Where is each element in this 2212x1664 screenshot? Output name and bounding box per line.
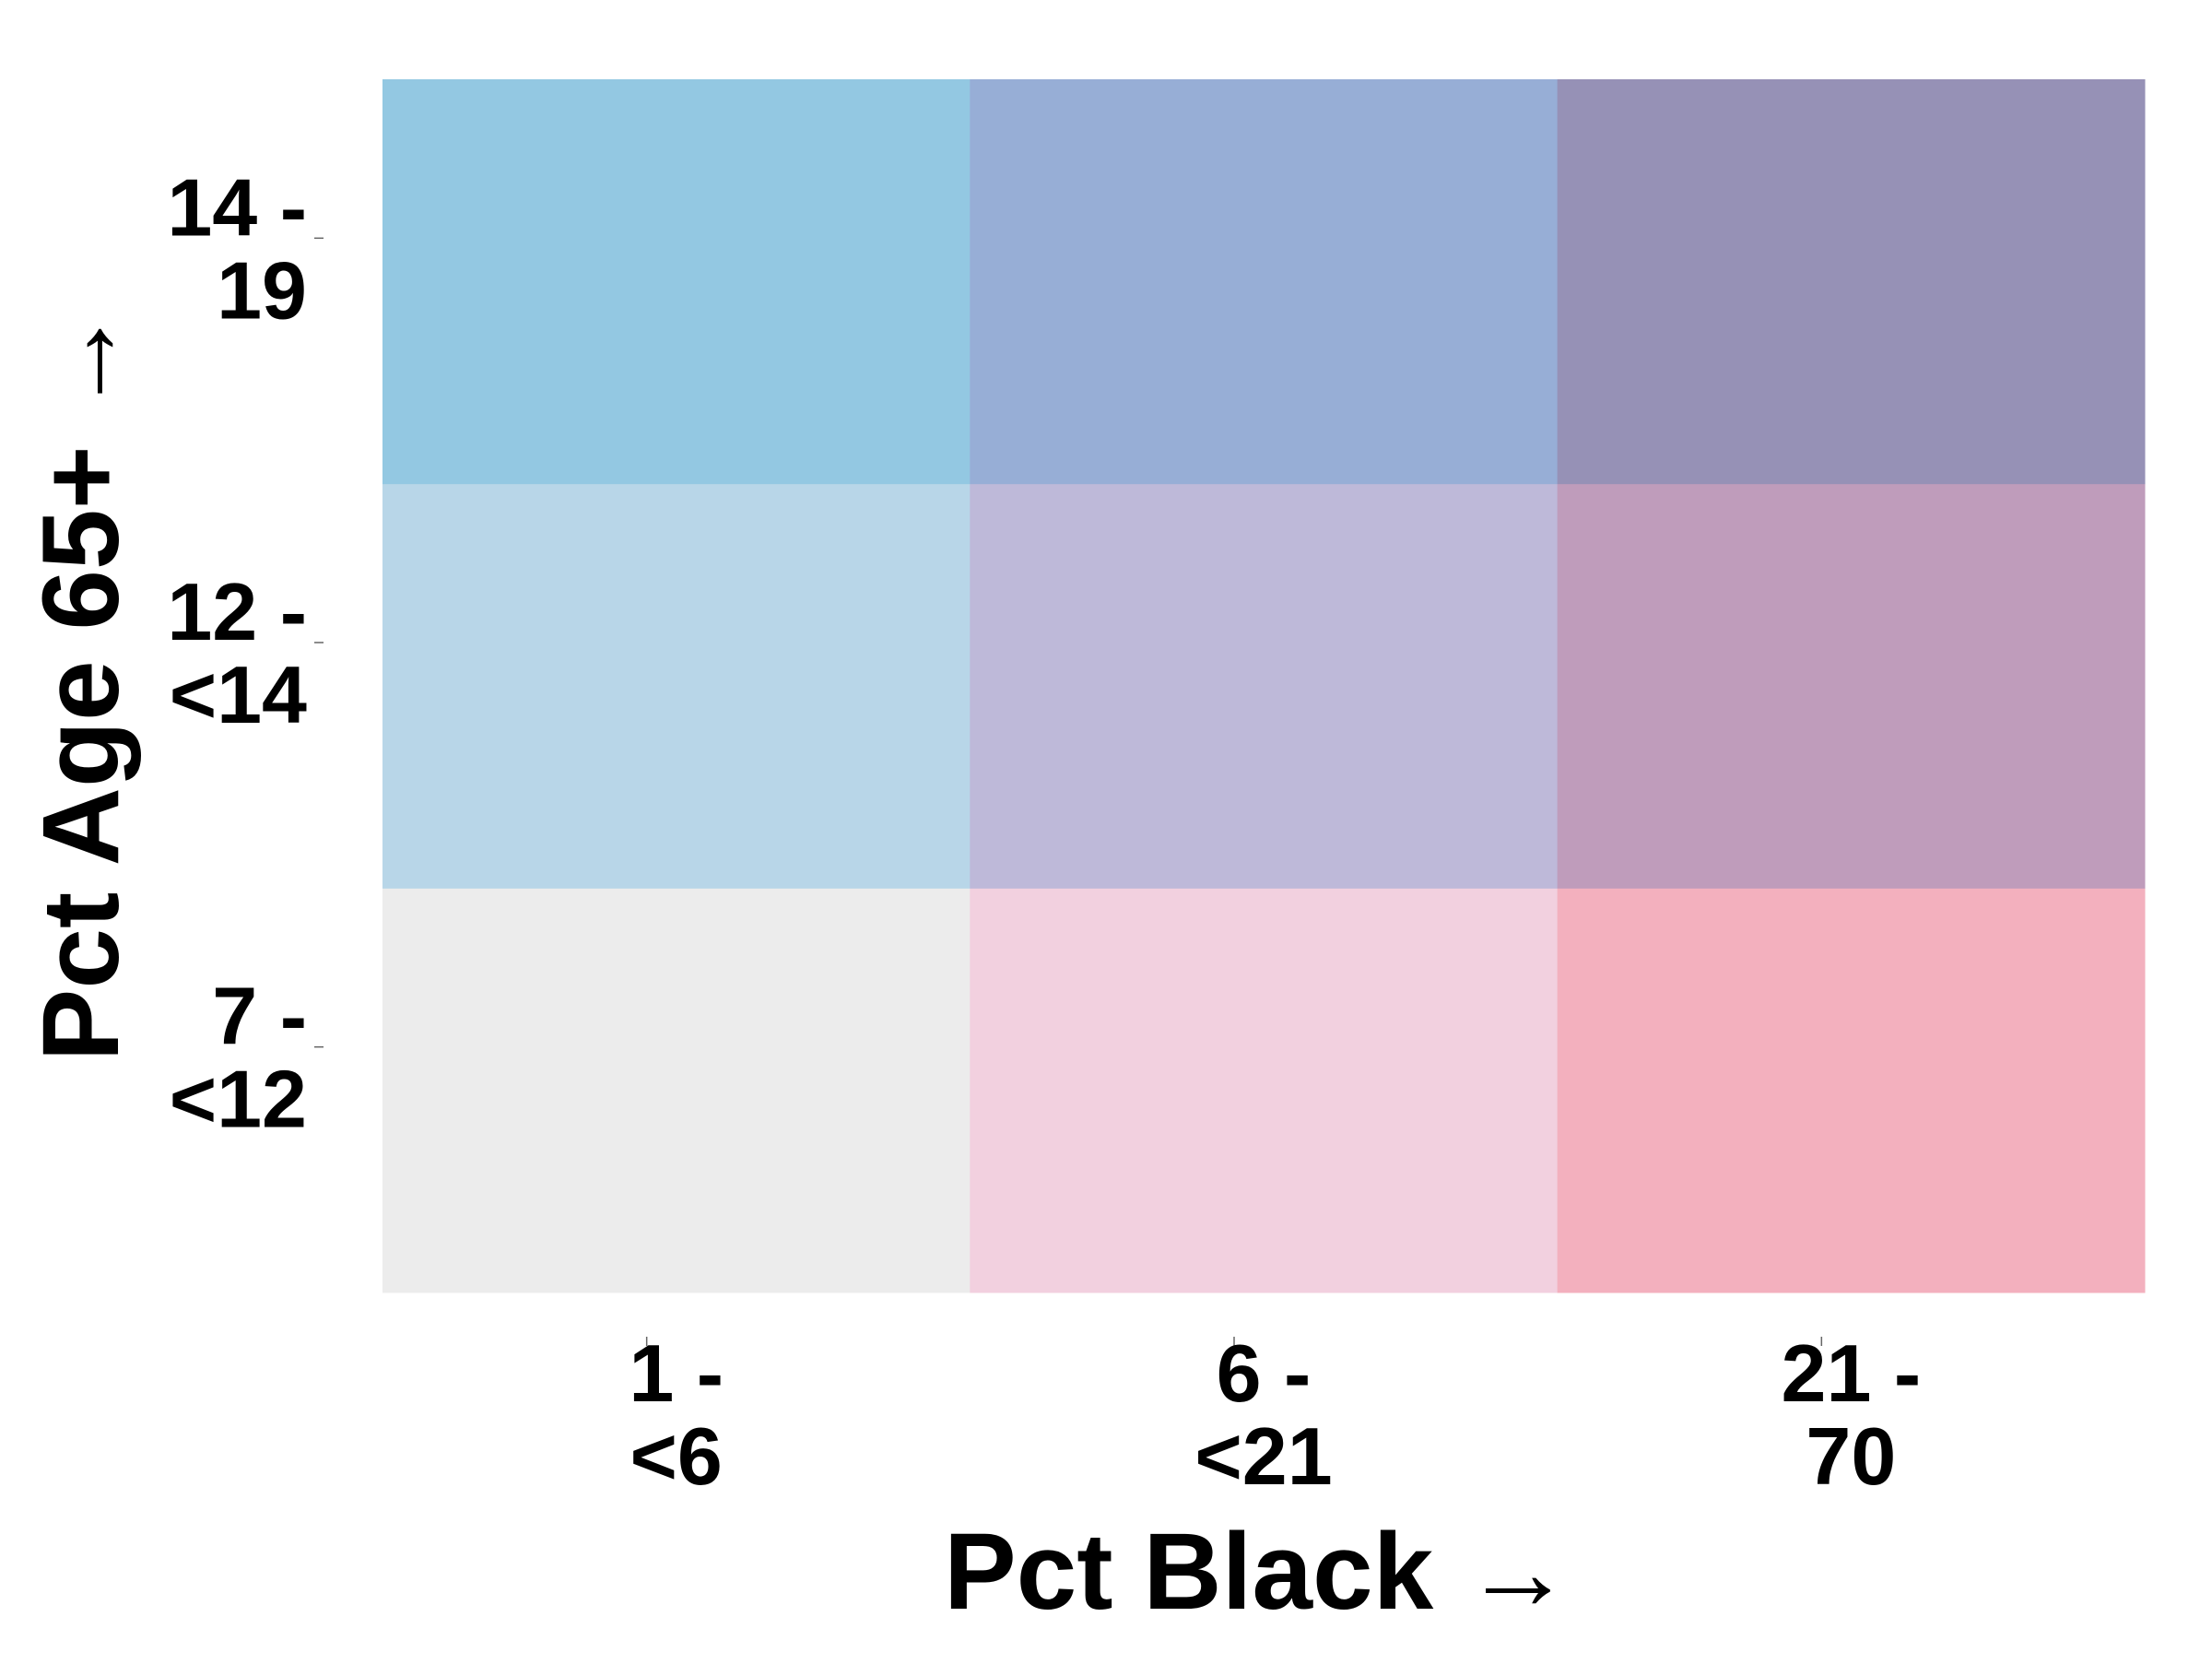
y-tick-label-2-line-0: 14 - (167, 161, 307, 253)
y-tick-label-0-line-1: <12 (170, 1054, 307, 1145)
x-tick-label-2-line-0: 21 - (1782, 1328, 1922, 1419)
x-tick-label-0-line-0: 1 - (629, 1328, 724, 1419)
heatmap-cell-1-1 (970, 483, 1559, 889)
y-tick-label-1-line-0: 12 - (167, 566, 307, 657)
y-axis-tick-labels: 7 -<12 12 -<14 14 -19 (167, 161, 307, 1144)
axis-ticks (314, 237, 1823, 1346)
x-axis-title: Pct Black → (944, 1511, 1572, 1633)
heatmap-cell-1-0 (970, 888, 1559, 1293)
y-axis-title: Pct Age 65+ → (20, 307, 142, 1062)
y-tick-label-0-line-0: 7 - (212, 971, 307, 1062)
heatmap-cell-2-2 (1557, 79, 2146, 485)
heatmap-cell-2-1 (1557, 483, 2146, 889)
heatmap-cell-1-2 (970, 79, 1559, 485)
x-axis-tick-labels: 1 -<6 6 -<21 21 -70 (629, 1328, 1921, 1502)
x-tick-label-2-line-1: 70 (1806, 1410, 1896, 1502)
y-tick-label-1-line-1: <14 (170, 649, 307, 740)
y-tick-label-2-line-1: 19 (217, 244, 307, 336)
heatmap-cell-0-2 (382, 79, 971, 485)
heatmap-cell-0-0 (382, 888, 971, 1293)
heatmap-cells (382, 79, 2146, 1293)
heatmap-cell-0-1 (382, 483, 971, 889)
x-tick-label-0-line-1: <6 (629, 1410, 722, 1502)
x-tick-label-1-line-0: 6 - (1217, 1328, 1312, 1419)
heatmap-cell-2-0 (1557, 888, 2146, 1293)
x-tick-label-1-line-1: <21 (1194, 1410, 1332, 1502)
